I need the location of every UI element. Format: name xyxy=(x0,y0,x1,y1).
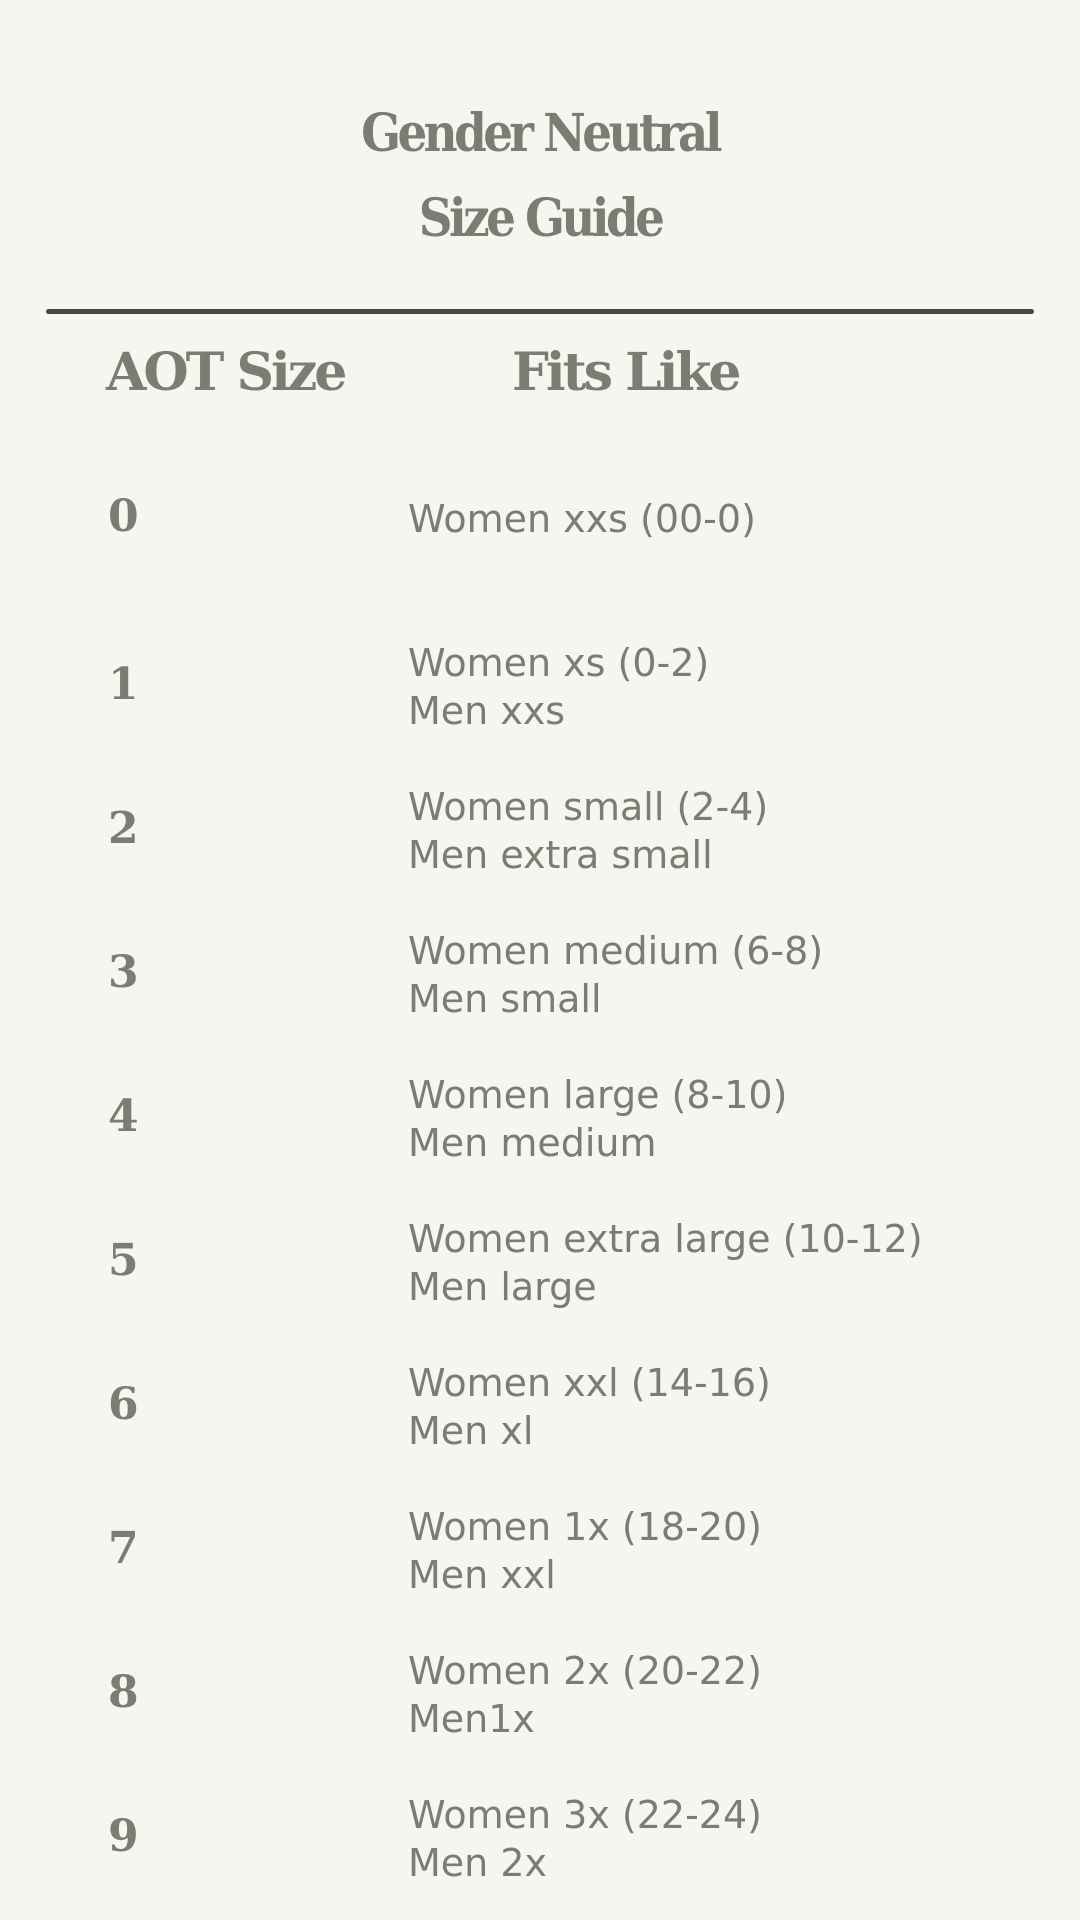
fits-like-line: Men1x xyxy=(408,1697,535,1741)
size-value: 7 xyxy=(108,1523,139,1574)
fits-like-cell: Women 2x (20-22) Men1x xyxy=(408,1647,762,1743)
fits-like-line: Women large (8-10) xyxy=(408,1073,788,1117)
fits-like-line: Men xxs xyxy=(408,689,566,733)
size-value: 8 xyxy=(108,1667,139,1718)
fits-like-line: Men xl xyxy=(408,1409,534,1453)
fits-like-line: Men extra small xyxy=(408,833,713,877)
fits-like-cell: Women medium (6-8) Men small xyxy=(408,927,823,1023)
size-value: 5 xyxy=(108,1235,139,1286)
size-value: 3 xyxy=(108,947,139,998)
fits-like-cell: Women xxl (14-16) Men xl xyxy=(408,1359,771,1455)
fits-like-line: Men xxl xyxy=(408,1553,556,1597)
fits-like-line: Women xs (0-2) xyxy=(408,641,710,685)
size-value: 9 xyxy=(108,1811,139,1862)
fits-like-cell: Women xxs (00-0) xyxy=(408,495,756,543)
fits-like-line: Men small xyxy=(408,977,602,1021)
fits-like-line: Women 2x (20-22) xyxy=(408,1649,762,1693)
fits-like-cell: Women extra large (10-12) Men large xyxy=(408,1215,923,1311)
fits-like-cell: Women 3x (22-24) Men 2x xyxy=(408,1791,762,1887)
fits-like-line: Women extra large (10-12) xyxy=(408,1217,923,1261)
fits-like-line: Men medium xyxy=(408,1121,657,1165)
size-value: 2 xyxy=(108,803,139,854)
title-line-1: Gender Neutral xyxy=(361,103,722,164)
header-aot-size: AOT Size xyxy=(106,342,347,403)
fits-like-line: Women xxs (00-0) xyxy=(408,497,756,541)
header-fits-like: Fits Like xyxy=(512,342,741,403)
fits-like-line: Women medium (6-8) xyxy=(408,929,824,973)
fits-like-line: Women 1x (18-20) xyxy=(408,1505,762,1549)
size-value: 4 xyxy=(108,1091,139,1142)
divider xyxy=(46,309,1034,314)
fits-like-cell: Women 1x (18-20) Men xxl xyxy=(408,1503,762,1599)
size-value: 0 xyxy=(108,491,139,542)
size-value: 1 xyxy=(108,659,139,710)
fits-like-cell: Women large (8-10) Men medium xyxy=(408,1071,787,1167)
size-value: 6 xyxy=(108,1379,139,1430)
fits-like-line: Men 2x xyxy=(408,1841,547,1885)
fits-like-line: Women 3x (22-24) xyxy=(408,1793,762,1837)
fits-like-line: Women small (2-4) xyxy=(408,785,769,829)
fits-like-cell: Women small (2-4) Men extra small xyxy=(408,783,768,879)
fits-like-line: Men large xyxy=(408,1265,597,1309)
fits-like-cell: Women xs (0-2) Men xxs xyxy=(408,639,709,735)
fits-like-line: Women xxl (14-16) xyxy=(408,1361,771,1405)
title-line-2: Size Guide xyxy=(418,188,665,249)
